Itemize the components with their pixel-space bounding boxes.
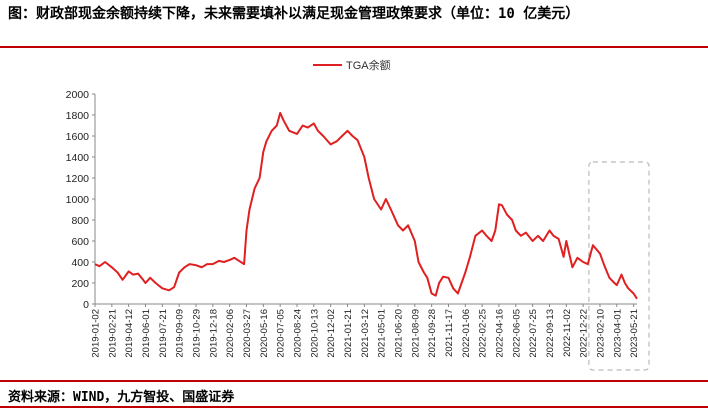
x-tick-label: 2021-11-17 — [444, 309, 455, 357]
x-tick-label: 2020-07-05 — [276, 309, 287, 358]
y-tick-label: 1800 — [66, 110, 90, 122]
y-tick-label: 1000 — [66, 194, 90, 206]
x-tick-label: 2022-09-13 — [545, 309, 556, 358]
x-tick-label: 2022-02-25 — [478, 309, 489, 358]
x-tick-label: 2019-01-02 — [91, 309, 102, 358]
page-title: 图：财政部现金余额持续下降，未来需要填补以满足现金管理政策要求（单位：10 亿美… — [8, 6, 580, 22]
y-tick-label: 400 — [71, 257, 89, 269]
x-tick-label: 2022-04-16 — [494, 309, 505, 358]
x-tick-label: 2019-02-21 — [107, 309, 118, 358]
source-note: 资料来源：WIND，九方智投、国盛证券 — [8, 390, 235, 405]
highlight-box — [588, 161, 650, 371]
x-tick-label: 2023-02-10 — [595, 309, 606, 358]
series-line-tga — [94, 111, 638, 300]
x-tick-label: 2022-07-25 — [528, 309, 539, 358]
bottom-divider — [0, 406, 708, 408]
x-tick-label: 2019-10-29 — [191, 309, 202, 358]
x-tick-label: 2020-12-02 — [326, 309, 337, 358]
x-tick-label: 2022-11-02 — [562, 309, 573, 357]
y-tick-label: 200 — [71, 278, 89, 290]
x-tick-label: 2019-06-01 — [141, 309, 152, 358]
tga-line-chart: TGA余额 0 200 400 600 800 1000 1200 1400 1600 1800 2… — [66, 58, 650, 371]
x-tick-label: 2023-05-21 — [629, 309, 640, 358]
y-tick-label: 600 — [71, 236, 89, 248]
x-tick-label: 2021-01-21 — [343, 309, 354, 358]
x-tick-label: 2020-03-27 — [242, 309, 253, 358]
x-tick-label: 2020-05-16 — [259, 309, 270, 358]
x-tick-label: 2022-01-06 — [461, 309, 472, 358]
x-tick-label: 2021-03-12 — [360, 309, 371, 358]
x-tick-label: 2021-09-28 — [427, 309, 438, 358]
y-tick-label: 800 — [71, 215, 89, 227]
legend-label: TGA余额 — [346, 58, 391, 72]
y-tick-label: 2000 — [66, 89, 90, 101]
x-tick-label: 2021-06-20 — [393, 309, 404, 358]
y-tick-label: 1200 — [66, 173, 90, 185]
y-tick-label: 0 — [83, 299, 89, 311]
x-tick-label: 2019-04-12 — [124, 309, 135, 358]
x-tick-label: 2021-05-01 — [377, 309, 388, 358]
x-tick-label: 2019-07-21 — [158, 309, 169, 358]
x-tick-label: 2021-08-09 — [410, 309, 421, 358]
legend: TGA余额 — [313, 58, 391, 72]
x-tick-label: 2023-04-01 — [612, 309, 623, 358]
x-tick-label: 2022-06-05 — [511, 309, 522, 358]
x-tick-label: 2020-10-13 — [309, 309, 320, 358]
x-tick-label: 2020-02-06 — [225, 309, 236, 358]
x-tick-label: 2022-12-22 — [579, 309, 590, 358]
x-tick-label: 2019-09-09 — [175, 309, 186, 358]
source-divider — [0, 380, 708, 382]
x-tick-label: 2019-12-18 — [208, 309, 219, 358]
y-tick-label: 1400 — [66, 152, 90, 164]
title-divider — [0, 46, 708, 48]
axes: 0 200 400 600 800 1000 1200 1400 1600 1800 2000 201… — [66, 89, 640, 358]
y-tick-label: 1600 — [66, 131, 90, 143]
x-tick-label: 2020-08-24 — [292, 309, 303, 358]
